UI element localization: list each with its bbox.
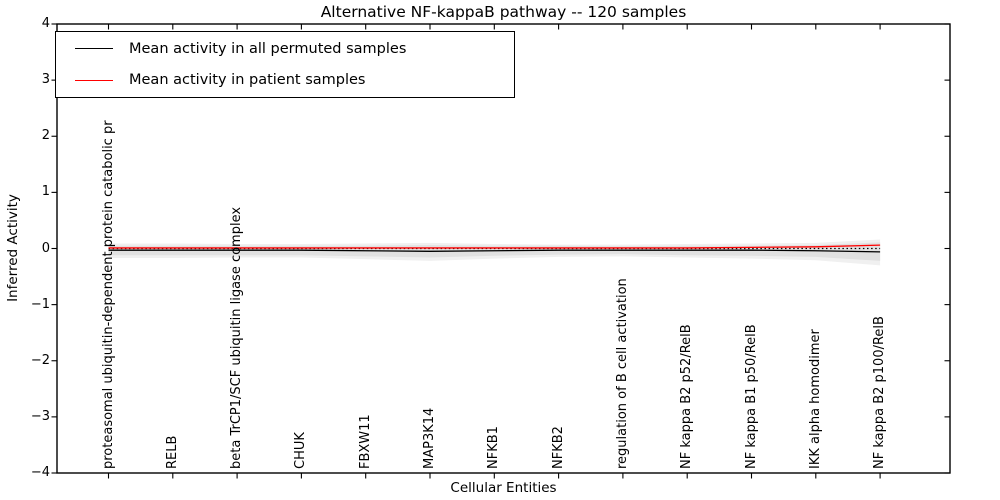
x-tick-label: NFKB1 xyxy=(486,426,502,469)
x-tick-label: NFKB2 xyxy=(550,426,566,469)
legend-label: Mean activity in patient samples xyxy=(129,72,366,89)
legend-line-swatch xyxy=(75,48,113,50)
legend-item: Mean activity in all permuted samples xyxy=(56,34,514,64)
chart-title: Alternative NF-kappaB pathway -- 120 sam… xyxy=(320,3,687,21)
x-tick-label: NF kappa B2 p100/RelB xyxy=(872,316,888,469)
y-tick-label: 3 xyxy=(41,72,50,88)
x-tick-label: FBXW11 xyxy=(357,414,373,469)
y-tick-label: 0 xyxy=(41,240,50,256)
series-line-0 xyxy=(108,249,881,253)
legend-line-swatch xyxy=(75,79,113,81)
y-tick-label: 2 xyxy=(41,128,50,144)
x-tick-label: proteasomal ubiquitin-dependent protein … xyxy=(100,120,116,469)
x-tick-label: regulation of B cell activation xyxy=(614,278,630,469)
x-tick-label: NF kappa B2 p52/RelB xyxy=(679,324,695,469)
x-tick-label: NF kappa B1 p50/RelB xyxy=(743,324,759,469)
x-tick-label: MAP3K14 xyxy=(422,407,437,469)
legend-label: Mean activity in all permuted samples xyxy=(129,40,407,57)
y-tick-label: −4 xyxy=(30,465,50,480)
y-tick-label: 4 xyxy=(41,16,50,31)
x-tick-label: RELB xyxy=(164,435,180,469)
x-tick-label: beta TrCP1/SCF ubiquitin ligase complex xyxy=(229,206,245,469)
x-tick-label: IKK alpha homodimer xyxy=(807,329,823,469)
y-tick-label: −3 xyxy=(30,408,50,424)
series-line-1 xyxy=(108,244,881,249)
x-axis-label: Cellular Entities xyxy=(450,480,557,496)
x-tick-label: CHUK xyxy=(293,432,309,469)
y-tick-label: −2 xyxy=(30,352,50,368)
legend: Mean activity in all permuted samples Mea… xyxy=(55,31,515,98)
y-tick-label: −1 xyxy=(30,296,50,312)
legend-item: Mean activity in patient samples xyxy=(56,65,514,95)
inner-band xyxy=(108,242,881,261)
y-tick-label: 1 xyxy=(41,184,50,200)
